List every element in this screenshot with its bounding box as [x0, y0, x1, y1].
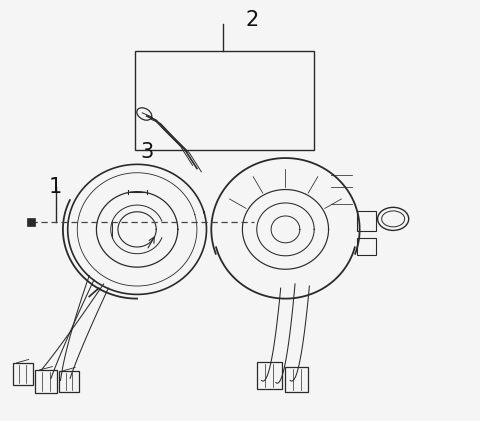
Text: 3: 3: [140, 142, 153, 162]
FancyBboxPatch shape: [26, 218, 35, 226]
Text: 2: 2: [245, 10, 259, 29]
Text: 1: 1: [49, 177, 62, 197]
